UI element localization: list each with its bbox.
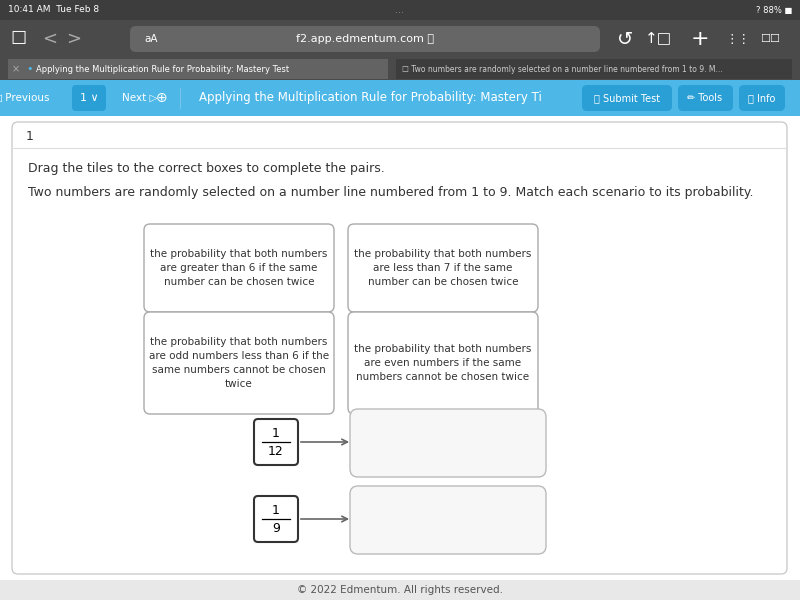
Text: ? 88% ■: ? 88% ■ — [756, 5, 792, 14]
FancyBboxPatch shape — [144, 224, 334, 312]
Bar — [0, 20, 800, 58]
Text: 1 ∨: 1 ∨ — [80, 93, 98, 103]
Text: © 2022 Edmentum. All rights reserved.: © 2022 Edmentum. All rights reserved. — [297, 585, 503, 595]
Bar — [0, 580, 800, 600]
Text: ◁ Previous: ◁ Previous — [0, 93, 50, 103]
Text: ✏ Tools: ✏ Tools — [687, 93, 722, 103]
Bar — [0, 80, 800, 116]
Text: 1: 1 — [26, 130, 34, 143]
FancyBboxPatch shape — [12, 122, 787, 574]
Text: <: < — [42, 30, 58, 48]
Text: Applying the Multiplication Rule for Probability: Mastery Ti: Applying the Multiplication Rule for Pro… — [198, 91, 542, 104]
Text: ⊕: ⊕ — [156, 91, 168, 105]
Text: 12: 12 — [268, 445, 284, 458]
Bar — [0, 58, 800, 80]
Text: ☐: ☐ — [10, 30, 26, 48]
FancyBboxPatch shape — [144, 312, 334, 414]
FancyBboxPatch shape — [254, 496, 298, 542]
Text: ⋮⋮: ⋮⋮ — [726, 32, 750, 46]
Bar — [0, 0, 800, 20]
Text: Next ▷: Next ▷ — [122, 93, 158, 103]
Text: the probability that both numbers
are even numbers if the same
numbers cannot be: the probability that both numbers are ev… — [354, 344, 532, 382]
FancyBboxPatch shape — [582, 85, 672, 111]
Text: f2.app.edmentum.com 🔒: f2.app.edmentum.com 🔒 — [296, 34, 434, 44]
FancyBboxPatch shape — [678, 85, 733, 111]
Text: ↺: ↺ — [617, 29, 633, 49]
Bar — [396, 59, 792, 79]
FancyBboxPatch shape — [130, 26, 600, 52]
FancyBboxPatch shape — [350, 486, 546, 554]
Text: ...: ... — [395, 5, 405, 15]
Text: Applying the Multiplication Rule for Probability: Mastery Test: Applying the Multiplication Rule for Pro… — [36, 64, 289, 73]
Text: ☐☐: ☐☐ — [760, 34, 780, 44]
Text: 1: 1 — [272, 427, 280, 440]
Text: the probability that both numbers
are greater than 6 if the same
number can be c: the probability that both numbers are gr… — [150, 249, 328, 287]
FancyBboxPatch shape — [348, 224, 538, 312]
Text: ⓘ Info: ⓘ Info — [748, 93, 776, 103]
FancyBboxPatch shape — [254, 419, 298, 465]
Text: 9: 9 — [272, 522, 280, 535]
Text: aA: aA — [144, 34, 158, 44]
Text: +: + — [690, 29, 710, 49]
Text: 10:41 AM  Tue Feb 8: 10:41 AM Tue Feb 8 — [8, 5, 99, 14]
Bar — [8, 59, 388, 79]
FancyBboxPatch shape — [72, 85, 106, 111]
Text: Two numbers are randomly selected on a number line numbered from 1 to 9. Match e: Two numbers are randomly selected on a n… — [28, 186, 754, 199]
Bar — [0, 116, 800, 600]
Text: ☐ Two numbers are randomly selected on a number line numbered from 1 to 9. M...: ☐ Two numbers are randomly selected on a… — [402, 64, 722, 73]
Text: Drag the tiles to the correct boxes to complete the pairs.: Drag the tiles to the correct boxes to c… — [28, 162, 385, 175]
FancyBboxPatch shape — [739, 85, 785, 111]
Text: ↑□: ↑□ — [645, 31, 671, 46]
Text: the probability that both numbers
are odd numbers less than 6 if the
same number: the probability that both numbers are od… — [149, 337, 329, 389]
FancyBboxPatch shape — [350, 409, 546, 477]
Text: ✅ Submit Test: ✅ Submit Test — [594, 93, 660, 103]
FancyBboxPatch shape — [348, 312, 538, 414]
Text: •: • — [26, 64, 33, 74]
Text: 1: 1 — [272, 504, 280, 517]
Text: ×: × — [12, 64, 20, 74]
Text: >: > — [66, 30, 82, 48]
Text: the probability that both numbers
are less than 7 if the same
number can be chos: the probability that both numbers are le… — [354, 249, 532, 287]
